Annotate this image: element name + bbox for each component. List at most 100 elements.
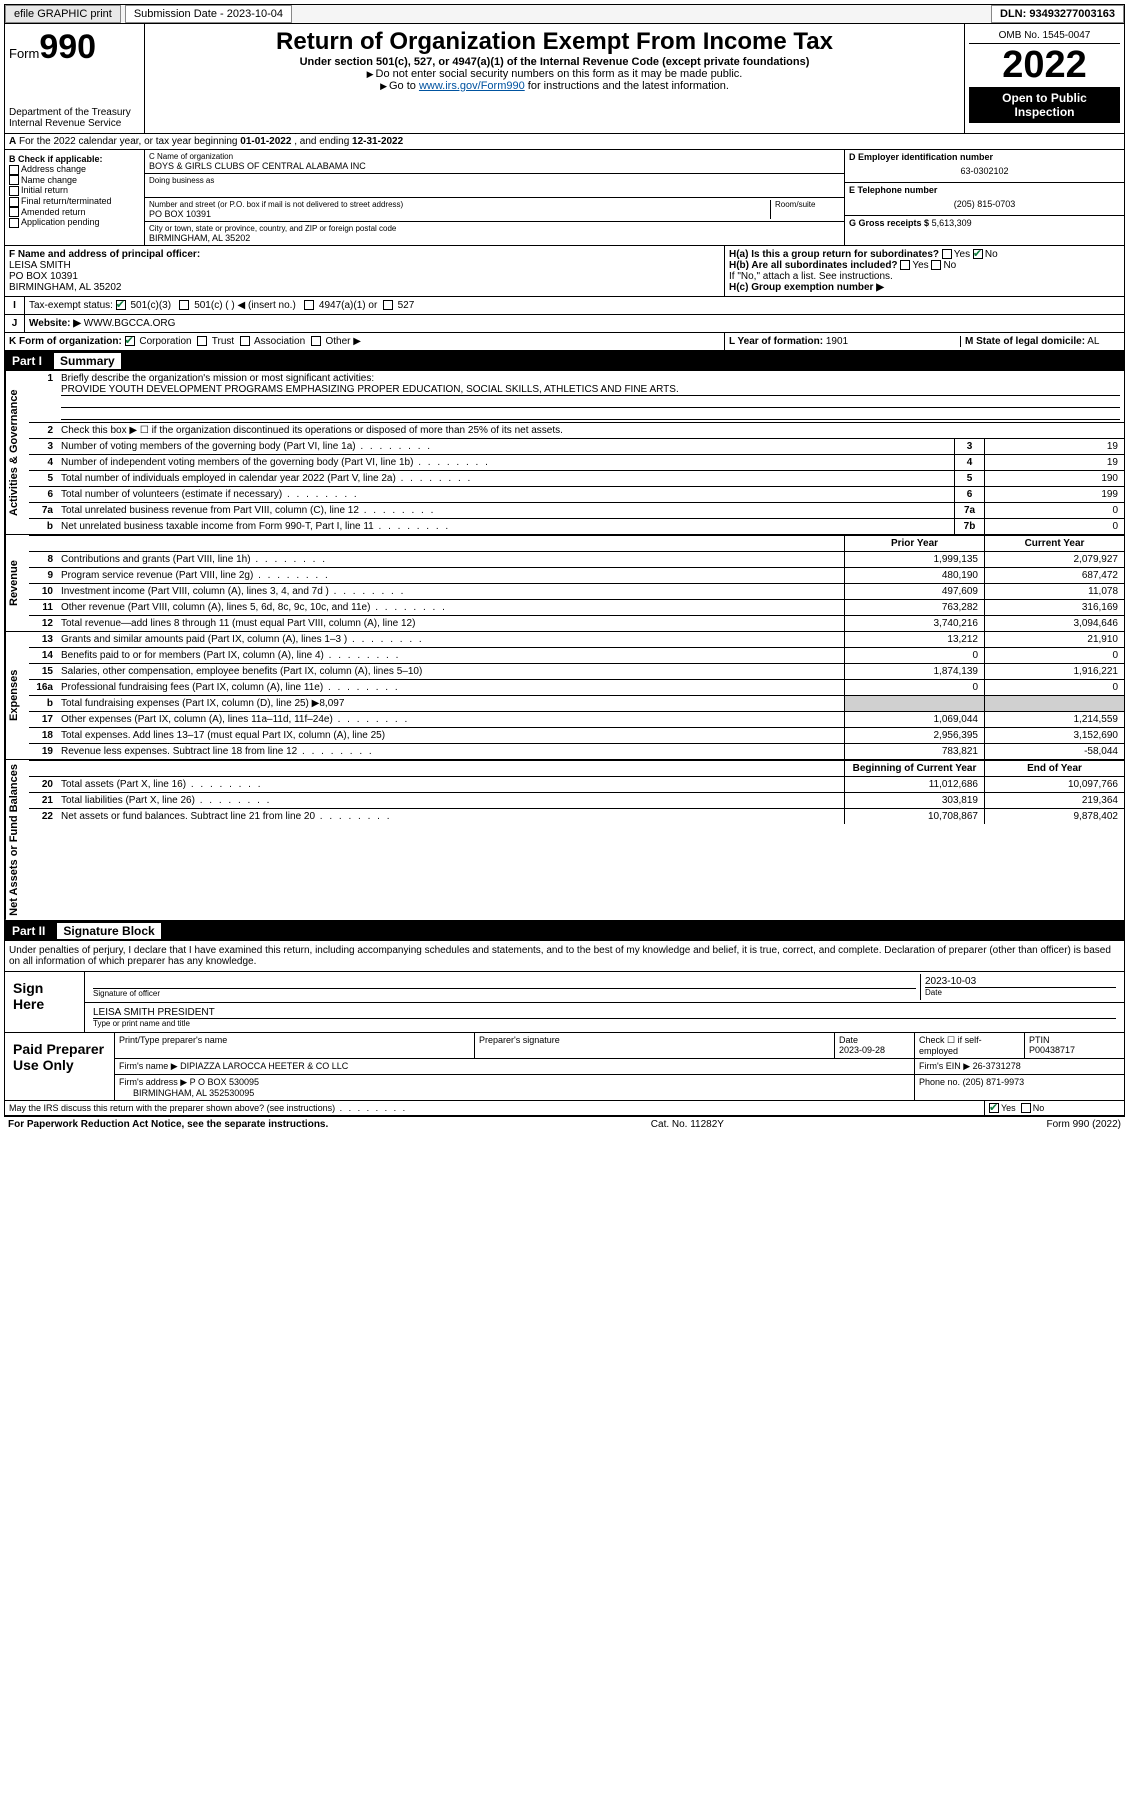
p13: 13,212	[844, 632, 984, 647]
cb-amended[interactable]	[9, 207, 19, 217]
prep-name-lbl: Print/Type preparer's name	[115, 1033, 474, 1058]
cb-final-return[interactable]	[9, 197, 19, 207]
ptin-lbl: PTIN	[1029, 1035, 1050, 1045]
side-rev: Revenue	[5, 535, 29, 631]
cb-assoc[interactable]	[240, 336, 250, 346]
k-o4: Other ▶	[325, 336, 360, 347]
prep-sig-lbl: Preparer's signature	[474, 1033, 834, 1058]
org-city: BIRMINGHAM, AL 35202	[149, 233, 840, 243]
officer-addr: PO BOX 10391	[9, 271, 720, 282]
line-3: Number of voting members of the governin…	[57, 439, 954, 454]
b-item-4: Amended return	[21, 207, 86, 217]
part2-num: Part II	[12, 924, 45, 938]
hb-no: No	[943, 260, 956, 271]
c22: 9,878,402	[984, 809, 1124, 824]
dept-label: Department of the Treasury	[9, 107, 140, 118]
sig-date-lbl: Date	[925, 987, 1116, 997]
self-employed: Check ☐ if self-employed	[914, 1033, 1024, 1058]
col-end: End of Year	[984, 761, 1124, 776]
firm-phone: (205) 871-9973	[963, 1077, 1025, 1087]
line-11: Other revenue (Part VIII, column (A), li…	[57, 600, 844, 615]
firm-addr: P O BOX 530095	[190, 1077, 259, 1087]
omb-number: OMB No. 1545-0047	[969, 28, 1120, 44]
c14: 0	[984, 648, 1124, 663]
c11: 316,169	[984, 600, 1124, 615]
line-7b: Net unrelated business taxable income fr…	[57, 519, 954, 534]
signature-block: Under penalties of perjury, I declare th…	[4, 941, 1125, 1117]
line-19: Revenue less expenses. Subtract line 18 …	[57, 744, 844, 759]
irs-link[interactable]: www.irs.gov/Form990	[419, 80, 525, 92]
line-a-text: For the 2022 calendar year, or tax year …	[19, 136, 240, 147]
c9: 687,472	[984, 568, 1124, 583]
f-lbl: F Name and address of principal officer:	[9, 249, 720, 260]
cb-address-change[interactable]	[9, 165, 19, 175]
i-lbl: Tax-exempt status:	[29, 300, 113, 311]
efile-print-button[interactable]: efile GRAPHIC print	[5, 5, 121, 23]
footer-right: Form 990 (2022)	[1047, 1119, 1121, 1130]
row-i: I Tax-exempt status: 501(c)(3) 501(c) ( …	[4, 297, 1125, 315]
val-4: 19	[984, 455, 1124, 470]
cb-other[interactable]	[311, 336, 321, 346]
k-o1: Corporation	[139, 336, 191, 347]
cb-discuss-yes[interactable]	[989, 1103, 999, 1113]
k-o2: Trust	[212, 336, 234, 347]
cb-501c3[interactable]	[116, 300, 126, 310]
gross-receipts: 5,613,309	[932, 218, 972, 228]
section-netassets: Net Assets or Fund Balances Beginning of…	[4, 760, 1125, 921]
officer-name-title: LEISA SMITH PRESIDENT	[93, 1007, 1116, 1018]
officer-city: BIRMINGHAM, AL 35202	[9, 282, 720, 293]
cb-name-change[interactable]	[9, 175, 19, 185]
cb-corp[interactable]	[125, 336, 135, 346]
c16a: 0	[984, 680, 1124, 695]
cb-hb-no[interactable]	[931, 260, 941, 270]
discuss-no: No	[1033, 1103, 1045, 1113]
cb-501c[interactable]	[179, 300, 189, 310]
section-governance: Activities & Governance 1Briefly describ…	[4, 371, 1125, 535]
cb-discuss-no[interactable]	[1021, 1103, 1031, 1113]
cb-trust[interactable]	[197, 336, 207, 346]
year-end: 12-31-2022	[352, 136, 403, 147]
b-item-0: Address change	[21, 164, 86, 174]
firm-addr2: BIRMINGHAM, AL 352530095	[119, 1088, 254, 1098]
line-13: Grants and similar amounts paid (Part IX…	[57, 632, 844, 647]
form-title: Return of Organization Exempt From Incom…	[149, 28, 960, 56]
e-lbl: E Telephone number	[849, 185, 1120, 195]
k-o3: Association	[254, 336, 305, 347]
line-a-mid: , and ending	[291, 136, 352, 147]
j-lbl: Website: ▶	[29, 318, 81, 329]
c20: 10,097,766	[984, 777, 1124, 792]
cb-ha-no[interactable]	[973, 249, 983, 259]
val-7b: 0	[984, 519, 1124, 534]
org-name: BOYS & GIRLS CLUBS OF CENTRAL ALABAMA IN…	[149, 161, 840, 171]
tax-year: 2022	[969, 44, 1120, 87]
org-address: PO BOX 10391	[149, 209, 770, 219]
part1-num: Part I	[12, 354, 42, 368]
c19: -58,044	[984, 744, 1124, 759]
state-domicile: AL	[1087, 336, 1099, 347]
line-5: Total number of individuals employed in …	[57, 471, 954, 486]
cb-hb-yes[interactable]	[900, 260, 910, 270]
form-header: Form990 Department of the Treasury Inter…	[4, 24, 1125, 134]
c10: 11,078	[984, 584, 1124, 599]
m-lbl: M State of legal domicile:	[965, 336, 1085, 347]
open-inspection: Open to Public Inspection	[969, 87, 1120, 123]
p14: 0	[844, 648, 984, 663]
col-deg: D Employer identification number63-03021…	[844, 150, 1124, 245]
type-name-lbl: Type or print name and title	[93, 1018, 1116, 1028]
c21: 219,364	[984, 793, 1124, 808]
cb-initial-return[interactable]	[9, 186, 19, 196]
cb-app-pending[interactable]	[9, 218, 19, 228]
cb-4947[interactable]	[304, 300, 314, 310]
block-bcdeg: B Check if applicable: Address change Na…	[4, 150, 1125, 246]
cb-ha-yes[interactable]	[942, 249, 952, 259]
line-10: Investment income (Part VIII, column (A)…	[57, 584, 844, 599]
ein: 63-0302102	[849, 162, 1120, 180]
c-name-lbl: C Name of organization	[149, 152, 840, 161]
firm-name-lbl: Firm's name ▶	[119, 1061, 178, 1071]
side-gov: Activities & Governance	[5, 371, 29, 534]
i-o2: 501(c) ( ) ◀ (insert no.)	[194, 300, 296, 311]
cb-527[interactable]	[383, 300, 393, 310]
subtitle-1: Under section 501(c), 527, or 4947(a)(1)…	[149, 56, 960, 68]
c-city-lbl: City or town, state or province, country…	[149, 224, 840, 233]
part1-title: Summary	[54, 353, 121, 369]
